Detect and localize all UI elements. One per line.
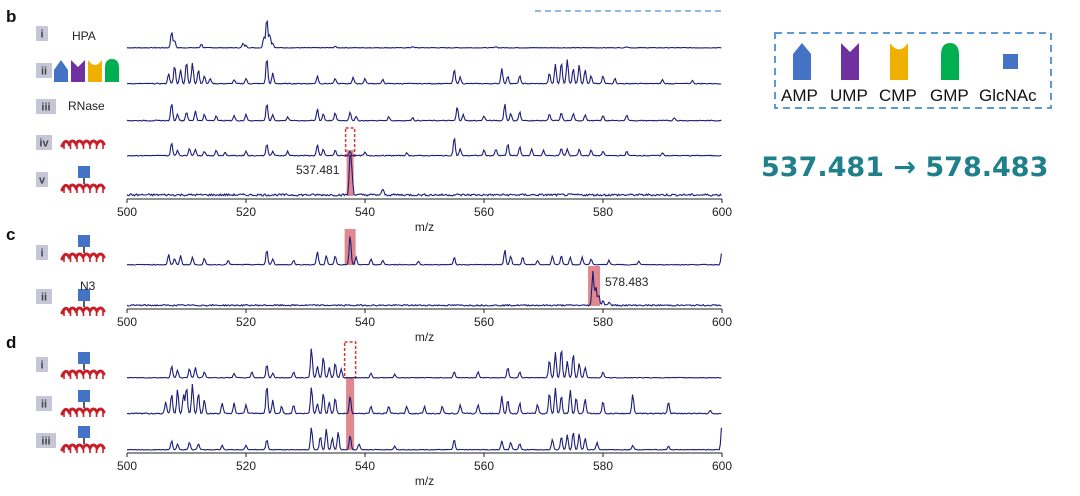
x-tick-label-b-580: 580	[593, 205, 613, 219]
highlight-region-d_iii	[346, 414, 355, 450]
rna-strand-icon	[60, 139, 106, 149]
x-tick-label-c-520: 520	[236, 315, 256, 329]
peak-label-578: 578.483	[605, 275, 649, 289]
x-tick-label-b-520: 520	[236, 205, 256, 219]
panel-letter-c: c	[6, 225, 15, 244]
amp-icon	[54, 60, 68, 82]
rna-glcnac-icon	[60, 166, 106, 193]
trace-numeral-box	[36, 289, 52, 304]
x-axis-title-b: m/z	[415, 220, 434, 234]
spectrum-trace-b_ii	[126, 59, 722, 85]
panel-letter-d: d	[6, 333, 16, 352]
trace-numeral: ii	[41, 292, 47, 304]
rna-glcnac-icon	[60, 235, 106, 262]
panel-letter-b: b	[6, 7, 16, 26]
rna-azido-glcnac-icon	[60, 289, 106, 316]
azide-label: N3	[80, 279, 96, 293]
x-tick-label-c-580: 580	[593, 315, 613, 329]
x-tick-label-d-580: 580	[593, 459, 613, 473]
trace-numeral: i	[40, 29, 43, 41]
legend-amp-icon	[793, 43, 811, 80]
highlight-region-c_i	[344, 229, 356, 265]
trace-numeral-box	[36, 172, 48, 187]
trace-numeral-box	[36, 135, 52, 150]
peak-label-537: 537.481	[296, 163, 340, 177]
spectrum-trace-d_i	[126, 348, 722, 379]
x-tick-label-b-500: 500	[117, 205, 137, 219]
trace-numeral: iv	[39, 138, 49, 150]
spectrum-trace-c_ii	[126, 270, 722, 307]
trace-label-hpa: HPA	[72, 29, 96, 43]
x-tick-label-d-520: 520	[236, 459, 256, 473]
trace-numeral: ii	[41, 399, 47, 411]
x-tick-label-b-560: 560	[474, 205, 494, 219]
ump-icon	[71, 60, 85, 82]
legend-label-ump: UMP	[830, 86, 868, 105]
x-axis-title-d: m/z	[415, 474, 434, 488]
legend-label-glcnac: GlcNAc	[979, 86, 1037, 105]
gmp-icon	[105, 59, 119, 82]
legend-label-gmp: GMP	[930, 86, 969, 105]
x-tick-label-c-560: 560	[474, 315, 494, 329]
trace-label-rnase: RNase	[68, 99, 105, 113]
x-tick-label-c-540: 540	[355, 315, 375, 329]
rna-glcnac-icon	[60, 352, 106, 379]
trace-numeral-box	[36, 396, 52, 411]
trace-numeral: i	[40, 248, 43, 260]
highlight-region-d_i	[343, 341, 357, 379]
legend-gmp-icon	[941, 43, 959, 80]
rna-glcnac-icon	[60, 426, 106, 453]
cmp-icon	[88, 60, 102, 82]
legend-glcnac-icon	[1003, 54, 1018, 69]
trace-numeral-box	[36, 99, 56, 114]
spectrum-trace-b_i	[126, 19, 722, 49]
trace-numeral-box	[36, 245, 48, 260]
spectrum-trace-b_v	[126, 154, 722, 198]
x-tick-label-c-500: 500	[117, 315, 137, 329]
x-tick-label-b-600: 600	[712, 205, 732, 219]
x-tick-label-b-540: 540	[355, 205, 375, 219]
nucleotide-icons-row	[54, 59, 119, 82]
spectrum-trace-d_ii	[126, 383, 722, 415]
trace-numeral-box	[36, 357, 48, 372]
x-tick-label-c-600: 600	[712, 315, 732, 329]
trace-numeral-box	[36, 433, 56, 448]
mass-shift-formula: 537.481 → 578.483	[761, 152, 1048, 183]
x-tick-label-d-500: 500	[117, 459, 137, 473]
trace-numeral-box	[36, 63, 52, 78]
legend-cmp-icon	[890, 43, 908, 80]
spectrum-trace-b_iv	[126, 137, 722, 157]
trace-numeral: iii	[41, 436, 50, 448]
rna-glcnac-icon	[60, 390, 106, 417]
trace-numeral: ii	[41, 66, 47, 78]
x-axis-title-c: m/z	[415, 330, 434, 344]
highlight-region-b_v	[346, 150, 354, 196]
trace-numeral: v	[39, 175, 46, 187]
spectrum-trace-c_i	[126, 236, 722, 266]
legend: AMP UMP CMP GMP GlcNAc	[774, 32, 1052, 109]
x-tick-label-d-560: 560	[474, 459, 494, 473]
trace-numeral-box	[36, 26, 48, 41]
x-tick-label-d-540: 540	[355, 459, 375, 473]
trace-numeral: i	[40, 360, 43, 372]
legend-frame	[774, 32, 1052, 109]
legend-ump-icon	[841, 43, 859, 80]
spectrum-trace-b_iii	[126, 103, 722, 122]
trace-numeral: iii	[41, 102, 50, 114]
spectrum-trace-d_iii	[126, 427, 722, 451]
highlight-region-d_ii	[346, 378, 355, 414]
legend-label-amp: AMP	[781, 86, 818, 105]
x-tick-label-d-600: 600	[712, 459, 732, 473]
legend-label-cmp: CMP	[879, 86, 917, 105]
